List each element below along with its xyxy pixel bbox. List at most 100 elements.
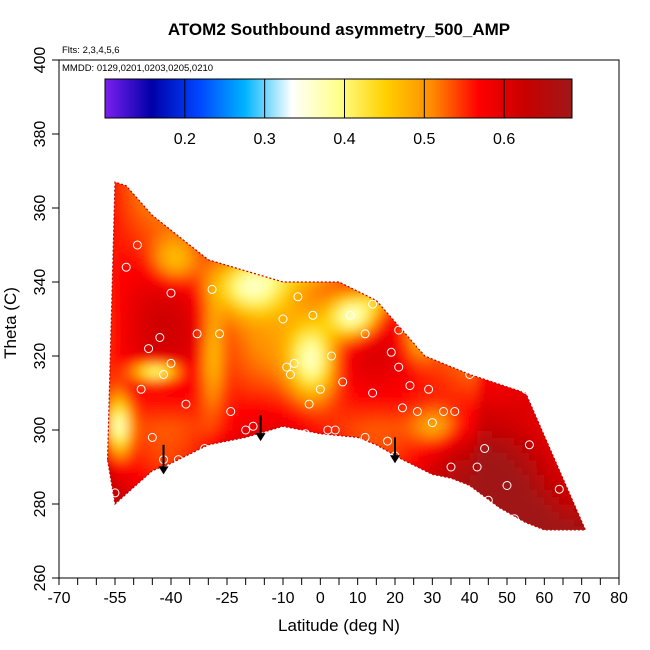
heatmap-cell [290, 459, 299, 468]
heatmap-cell [141, 341, 150, 350]
heatmap-cell [133, 489, 142, 498]
heatmap-cell [387, 333, 396, 342]
heatmap-cell [380, 422, 389, 431]
heatmap-cell [335, 452, 344, 461]
heatmap-cell [200, 289, 209, 298]
heatmap-cell [312, 504, 321, 512]
heatmap-cell [200, 437, 209, 446]
heatmap-cell [96, 356, 104, 364]
heatmap-cell [544, 245, 553, 253]
heatmap-cell [597, 452, 605, 460]
heatmap-cell [574, 289, 583, 298]
heatmap-cell [424, 333, 433, 342]
heatmap-cell [230, 333, 239, 342]
heatmap-cell [372, 363, 381, 372]
heatmap-cell [521, 474, 530, 483]
heatmap-cell [141, 430, 150, 438]
heatmap-cell [536, 430, 545, 438]
heatmap-cell [260, 496, 269, 505]
heatmap-cell [357, 518, 366, 527]
heatmap-cell [380, 511, 389, 520]
heatmap-cell [335, 370, 344, 379]
heatmap-cell [253, 282, 262, 290]
heatmap-cell [402, 422, 411, 431]
heatmap-cell [193, 385, 202, 394]
heatmap-cell [193, 459, 202, 468]
heatmap-cell [111, 444, 120, 453]
heatmap-cell [551, 385, 560, 394]
heatmap-cell [507, 356, 516, 364]
heatmap-cell [126, 534, 134, 542]
heatmap-cell [402, 400, 411, 409]
heatmap-cell [514, 333, 523, 342]
heatmap-cell [290, 326, 299, 335]
heatmap-cell [358, 534, 366, 542]
heatmap-cell [253, 208, 262, 216]
heatmap-cell [268, 296, 277, 305]
heatmap-cell [238, 230, 247, 239]
heatmap-cell [544, 385, 553, 394]
heatmap-cell [327, 333, 336, 342]
heatmap-cell [148, 444, 157, 453]
heatmap-cell [305, 259, 314, 268]
heatmap-cell [454, 208, 463, 216]
heatmap-cell [529, 511, 538, 520]
heatmap-cell [387, 237, 396, 246]
heatmap-cell [141, 289, 150, 298]
heatmap-cell [499, 489, 508, 498]
heatmap-cell [380, 526, 389, 530]
heatmap-cell [417, 267, 426, 276]
heatmap-cell [268, 459, 277, 468]
heatmap-cell [163, 504, 172, 512]
heatmap-cell [275, 341, 284, 350]
heatmap-cell [320, 474, 329, 483]
heatmap-cell [477, 215, 486, 224]
heatmap-cell [290, 252, 299, 261]
heatmap-cell [536, 319, 545, 327]
heatmap-cell [365, 319, 374, 327]
heatmap-cell [566, 378, 575, 387]
heatmap-cell [126, 341, 135, 350]
heatmap-cell [507, 267, 516, 276]
heatmap-cell [297, 341, 306, 350]
heatmap-cell [365, 296, 374, 305]
heatmap-cell [439, 363, 448, 372]
heatmap-cell [148, 296, 157, 305]
x-tick-label: 0 [316, 590, 325, 607]
heatmap-cell [387, 252, 396, 261]
heatmap-cell [402, 289, 411, 298]
heatmap-cell [298, 534, 306, 542]
heatmap-cell [107, 452, 112, 461]
heatmap-cell [350, 393, 359, 401]
heatmap-cell [164, 534, 172, 542]
heatmap-cell [507, 319, 516, 327]
heatmap-cell [238, 430, 247, 438]
heatmap-cell [521, 259, 530, 268]
heatmap-cell [275, 474, 284, 483]
heatmap-cell [126, 496, 135, 505]
heatmap-cell [514, 311, 523, 320]
heatmap-cell [357, 526, 366, 530]
heatmap-cell [208, 222, 217, 231]
heatmap-cell [581, 422, 586, 431]
heatmap-cell [424, 467, 433, 475]
heatmap-cell [521, 504, 530, 512]
heatmap-cell [297, 459, 306, 468]
heatmap-cell [185, 282, 194, 290]
heatmap-cell [395, 415, 404, 424]
heatmap-cell [193, 274, 202, 283]
heatmap-cell [96, 326, 104, 334]
heatmap-cell [566, 348, 575, 357]
heatmap-cell [597, 215, 605, 223]
heatmap-cell [559, 534, 567, 542]
heatmap-cell [156, 304, 165, 313]
heatmap-cell [395, 504, 404, 512]
heatmap-cell [597, 393, 605, 401]
heatmap-cell [107, 311, 112, 320]
heatmap-cell [200, 282, 209, 290]
heatmap-cell [372, 526, 381, 530]
heatmap-cell [107, 415, 112, 424]
heatmap-cell [469, 245, 478, 253]
heatmap-cell [283, 437, 292, 446]
observation-point [300, 429, 310, 439]
